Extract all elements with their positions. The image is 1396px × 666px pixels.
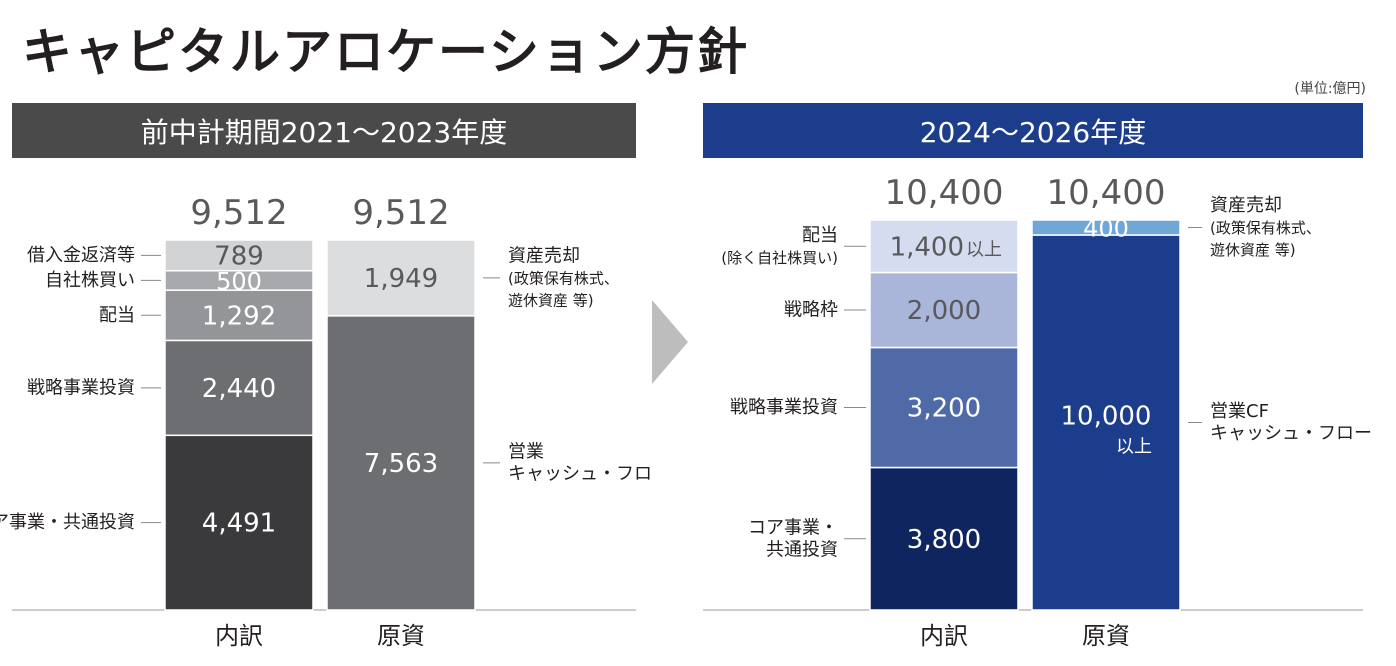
segment-label-line-1: (政策保有株式、 <box>1210 219 1321 237</box>
segment-label-line-0: コア事業・ <box>748 517 838 538</box>
data-label: 2,440 <box>202 374 276 404</box>
data-label: 400 <box>1083 215 1129 243</box>
segment-label-line-1: キャッシュ・フロー <box>508 463 650 484</box>
total-label: 9,512 <box>352 193 449 233</box>
data-label: 7,563 <box>364 449 438 479</box>
segment-label-line-0: 配当 <box>802 225 838 246</box>
bar-segment <box>164 289 314 342</box>
data-label: 3,800 <box>907 525 981 555</box>
data-label: 4,491 <box>202 509 276 539</box>
data-label: 789 <box>214 241 264 271</box>
segment-label-line-0: 戦略事業投資 <box>730 397 838 418</box>
segment-label-line-2: 遊休資産 等) <box>508 291 594 309</box>
page-title: キャピタルアロケーション方針 <box>22 23 749 81</box>
segment-label-line-2: 遊休資産 等) <box>1210 241 1296 259</box>
left-panel-title: 前中計期間2021〜2023年度 <box>140 115 508 149</box>
bar-segment <box>869 346 1019 469</box>
bar-segment <box>869 271 1019 349</box>
data-label: 10,000 <box>1061 402 1152 432</box>
segment-label-line-0: コア事業・共通投資 <box>0 512 135 533</box>
segment-label-line-0: 戦略枠 <box>784 300 838 321</box>
data-label: 3,200 <box>907 394 981 424</box>
left-panel-header: 前中計期間2021〜2023年度 <box>12 103 636 158</box>
segment-label-line-0: 自社株買い <box>45 270 135 291</box>
left-chart: 4,491 コア事業・共通投資 2,440 戦略事業投資 1,292 配当 500 自社株買い… <box>0 193 650 650</box>
total-label: 9,512 <box>190 193 287 233</box>
segment-label-line-0: 資産売却 <box>508 245 580 266</box>
segment-label-line-0: 営業CF <box>1210 401 1269 422</box>
segment-label-line-0: 借入金返済等 <box>27 245 135 266</box>
bar-segment <box>869 219 1019 274</box>
category-label: 原資 <box>377 622 425 650</box>
data-label: 500 <box>216 267 262 295</box>
data-label: 1,949 <box>364 264 438 294</box>
total-label: 10,400 <box>1047 173 1166 213</box>
category-label: 内訳 <box>215 622 263 650</box>
category-label: 内訳 <box>920 622 968 650</box>
segment-label-line-1: キャッシュ・フロー <box>1210 423 1372 444</box>
data-label: 1,292 <box>202 301 276 331</box>
unit-label: (単位:億円) <box>1294 81 1366 97</box>
total-label: 10,400 <box>885 173 1004 213</box>
bar-segment <box>1031 219 1181 236</box>
segment-label-line-1: 共通投資 <box>766 539 838 560</box>
data-label: 2,000 <box>907 296 981 326</box>
segment-label-line-0: 営業 <box>508 441 544 462</box>
bar-segment <box>326 315 476 611</box>
segment-label-line-0: 資産売却 <box>1210 195 1282 216</box>
bar-segment <box>869 466 1019 611</box>
segment-label-line-0: 戦略事業投資 <box>27 377 135 398</box>
segment-label-line-1: (除く自社株買い) <box>721 249 838 267</box>
data-label: 1,400 <box>890 232 964 262</box>
bar-segment <box>326 239 476 317</box>
right-panel-title: 2024〜2026年度 <box>919 115 1147 149</box>
arrow-right-icon <box>652 300 688 384</box>
segment-label-line-0: 配当 <box>99 305 135 326</box>
segment-label-line-1: (政策保有株式、 <box>508 269 619 287</box>
bar-segment <box>164 239 314 272</box>
bar-segment <box>1031 234 1181 611</box>
bar-segment <box>164 434 314 611</box>
right-panel-header: 2024〜2026年度 <box>703 103 1363 158</box>
data-label-suffix: 以上 <box>1116 437 1152 458</box>
category-label: 原資 <box>1082 622 1130 650</box>
data-label-suffix: 以上 <box>966 239 1002 260</box>
